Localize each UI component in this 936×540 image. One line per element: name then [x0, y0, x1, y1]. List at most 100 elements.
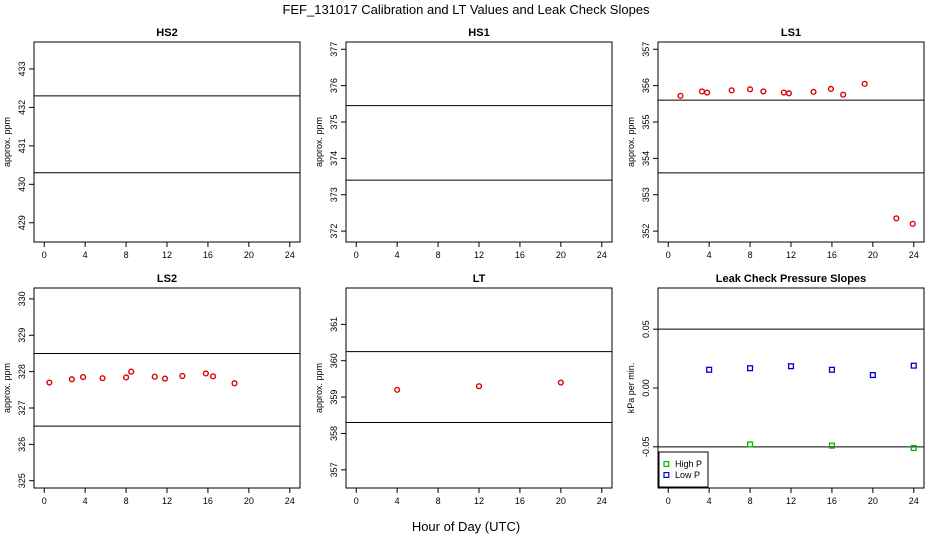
data-point — [706, 366, 713, 373]
data-point — [780, 89, 787, 96]
data-point — [893, 215, 900, 222]
panel-0: HS2 0 4 8 12 16 20 24 429 430 431 432 433 approx. ppm — [2, 27, 301, 260]
x-tick-label: 0 — [666, 250, 671, 260]
panel-title: LS2 — [157, 273, 177, 285]
data-point — [828, 366, 835, 373]
data-point — [747, 365, 754, 372]
x-tick-label: 24 — [597, 496, 607, 506]
y-tick-label: 360 — [329, 353, 339, 368]
data-point — [179, 372, 186, 380]
data-point — [746, 86, 754, 93]
data-point — [909, 220, 916, 227]
x-tick-label: 24 — [909, 250, 919, 260]
y-tick-label: 377 — [329, 42, 339, 57]
data-point — [910, 362, 917, 369]
y-tick-label: 376 — [329, 78, 339, 93]
data-point — [394, 386, 401, 393]
data-point — [122, 374, 130, 381]
y-tick-label: 374 — [329, 151, 339, 166]
x-axis-label: Hour of Day (UTC) — [412, 519, 520, 534]
x-tick-label: 8 — [748, 250, 753, 260]
x-tick-label: 0 — [666, 496, 671, 506]
x-tick-label: 8 — [124, 496, 129, 506]
x-tick-label: 16 — [203, 496, 213, 506]
data-point — [910, 444, 917, 452]
x-tick-label: 8 — [748, 496, 753, 506]
y-tick-label: 329 — [17, 328, 27, 343]
data-point — [760, 88, 767, 95]
x-tick-label: 24 — [285, 250, 295, 260]
y-tick-label: 433 — [17, 61, 27, 76]
data-point — [128, 368, 135, 375]
y-tick-label: 330 — [17, 291, 27, 306]
data-point — [677, 92, 684, 99]
data-point — [840, 91, 847, 98]
data-point — [747, 441, 754, 448]
data-point — [46, 379, 53, 386]
y-tick-label: 372 — [329, 224, 339, 239]
plot-frame — [345, 41, 613, 243]
x-tick-label: 16 — [203, 250, 213, 260]
data-point — [728, 87, 735, 94]
legend-marker — [663, 472, 670, 479]
x-tick-label: 12 — [474, 496, 484, 506]
x-tick-label: 20 — [244, 496, 254, 506]
data-point — [202, 370, 209, 377]
data-point — [787, 363, 795, 370]
y-tick-label: 358 — [329, 426, 339, 441]
y-tick-label: 432 — [17, 100, 27, 115]
y-tick-label: 375 — [329, 114, 339, 129]
y-axis-label: kPa per min. — [626, 363, 636, 414]
x-tick-label: 12 — [786, 496, 796, 506]
legend-box — [658, 451, 709, 488]
data-point — [861, 80, 868, 87]
panel-3: LS2 0 4 8 12 16 20 24 325 326 327 328 329 330 approx. … — [2, 273, 301, 506]
x-tick-label: 16 — [827, 250, 837, 260]
panel-1: HS1 0 4 8 12 16 20 24 372 373 374 375 376 377 approx. … — [314, 27, 613, 260]
panel-2: LS1 0 4 8 12 16 20 24 352 353 354 355 356 357 approx. … — [626, 27, 925, 260]
data-point — [209, 373, 217, 380]
x-tick-label: 4 — [707, 496, 712, 506]
x-tick-label: 24 — [909, 496, 919, 506]
y-tick-label: 327 — [17, 400, 27, 415]
x-tick-label: 12 — [162, 250, 172, 260]
y-axis-label: approx. ppm — [2, 363, 12, 413]
x-tick-label: 4 — [395, 250, 400, 260]
x-tick-label: 0 — [354, 496, 359, 506]
y-tick-label: 361 — [329, 317, 339, 332]
plot-frame — [33, 287, 301, 489]
data-point — [698, 88, 706, 95]
y-tick-label: 0.05 — [641, 320, 651, 338]
y-tick-label: 359 — [329, 390, 339, 405]
legend-label: Low P — [675, 470, 700, 480]
data-point — [68, 376, 75, 383]
x-tick-label: 4 — [707, 250, 712, 260]
y-axis-label: approx. ppm — [2, 117, 12, 167]
y-tick-label: 354 — [641, 151, 651, 166]
figure-title: FEF_131017 Calibration and LT Values and… — [282, 2, 650, 17]
data-point — [231, 380, 238, 387]
y-tick-label: 357 — [329, 462, 339, 477]
x-tick-label: 24 — [597, 250, 607, 260]
data-point — [827, 85, 835, 93]
panel-4: LT 0 4 8 12 16 20 24 357 358 359 360 361 approx. ppm — [314, 273, 613, 506]
x-tick-label: 16 — [515, 250, 525, 260]
y-tick-label: 357 — [641, 42, 651, 57]
data-point — [80, 373, 87, 381]
plot-frame — [33, 41, 301, 243]
y-tick-label: 352 — [641, 224, 651, 239]
x-tick-label: 20 — [244, 250, 254, 260]
data-point — [161, 375, 169, 382]
data-point — [810, 88, 817, 95]
panel-title: HS2 — [156, 27, 177, 39]
y-tick-label: 356 — [641, 78, 651, 93]
legend-label: High P — [675, 459, 702, 469]
y-tick-label: 431 — [17, 138, 27, 153]
x-tick-label: 12 — [474, 250, 484, 260]
x-tick-label: 12 — [162, 496, 172, 506]
x-tick-label: 16 — [827, 496, 837, 506]
x-tick-label: 20 — [556, 496, 566, 506]
data-point — [475, 383, 483, 390]
